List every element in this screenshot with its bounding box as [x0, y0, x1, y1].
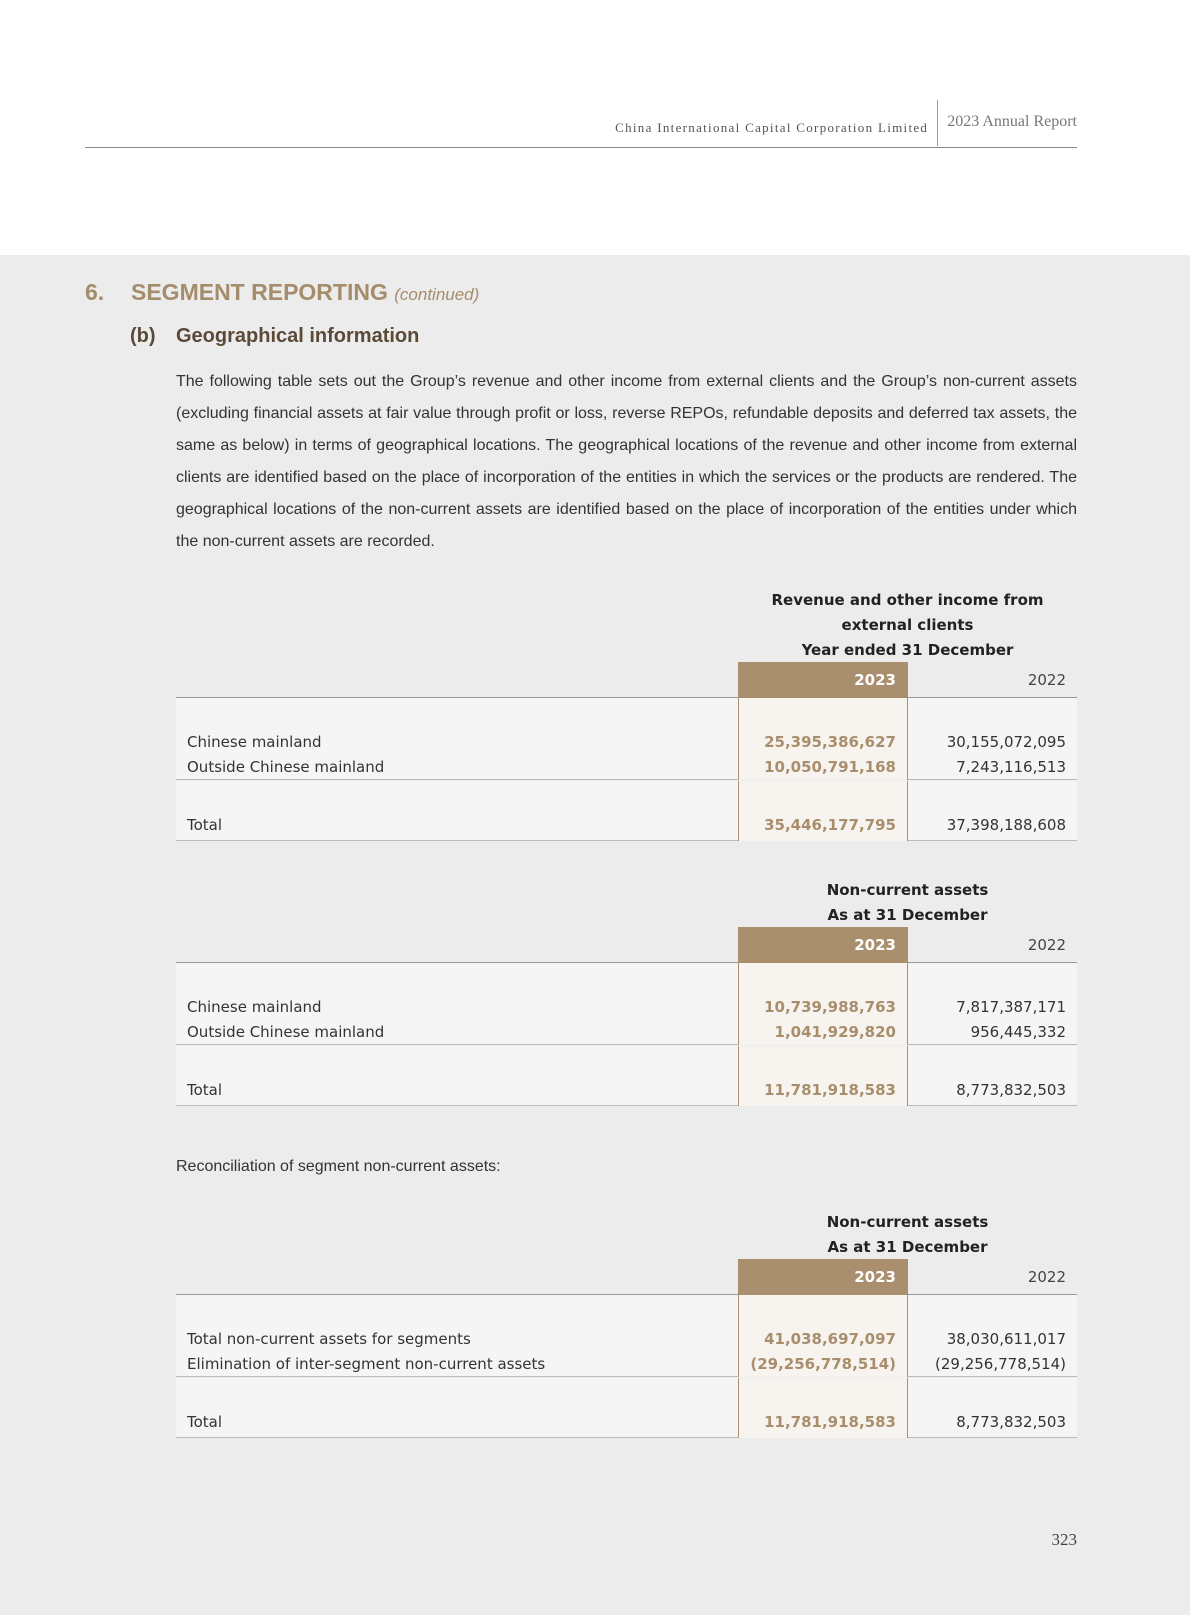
value-2022: 30,155,072,095 — [946, 733, 1066, 751]
year-header-row: 2023 2022 — [176, 662, 1077, 698]
highlight-column — [738, 1378, 908, 1438]
section-number: 6. — [85, 279, 105, 305]
row-label: Chinese mainland — [187, 998, 322, 1016]
table-heading-line: Year ended 31 December — [801, 641, 1014, 659]
total-section — [176, 781, 1077, 841]
value-2022: 956,445,332 — [970, 1023, 1066, 1041]
body-section — [176, 963, 1077, 1045]
highlight-column — [738, 781, 908, 841]
row-label: Total non-current assets for segments — [187, 1330, 471, 1348]
value-2022: 38,030,611,017 — [946, 1330, 1066, 1348]
total-section — [176, 1046, 1077, 1106]
value-2023: 25,395,386,627 — [764, 733, 896, 751]
year-2022-header: 2022 — [1027, 671, 1066, 689]
value-2023: (29,256,778,514) — [750, 1355, 896, 1373]
row-label: Chinese mainland — [187, 733, 322, 751]
total-2023: 35,446,177,795 — [764, 816, 896, 834]
header-divider — [937, 100, 939, 146]
table-heading-line: Non-current assets — [826, 1213, 989, 1231]
highlight-column — [738, 963, 908, 1045]
year-2022-header: 2022 — [1027, 1268, 1066, 1286]
highlight-column — [738, 1295, 908, 1377]
value-2023: 10,739,988,763 — [764, 998, 896, 1016]
row-label: Elimination of inter-segment non-current… — [187, 1355, 546, 1373]
table-heading-line: As at 31 December — [827, 1238, 988, 1256]
year-2022-header: 2022 — [1027, 936, 1066, 954]
table-heading-line: Revenue and other income from — [771, 591, 1044, 609]
company-name: China International Capital Corporation … — [615, 120, 929, 135]
highlight-column — [738, 1046, 908, 1106]
year-header-row: 2023 2022 — [176, 1259, 1077, 1295]
year-2023-header: 2023 — [738, 1259, 908, 1295]
subsection-title: Geographical information — [176, 325, 420, 347]
total-section — [176, 1378, 1077, 1438]
value-2023: 41,038,697,097 — [764, 1330, 896, 1348]
total-2022: 37,398,188,608 — [946, 816, 1066, 834]
table-row: Outside Chinese mainland 1,041,929,820 956… — [176, 1020, 1077, 1045]
total-label: Total — [187, 1413, 223, 1431]
total-row: Total 11,781,918,583 8,773,832,503 — [176, 1078, 1077, 1103]
reconciliation-label: Reconciliation of segment non-current as… — [176, 1158, 501, 1175]
section-heading: 6. SEGMENT REPORTING (continued) — [85, 279, 479, 306]
total-row: Total 35,446,177,795 37,398,188,608 — [176, 813, 1077, 838]
year-2023-header: 2023 — [738, 662, 908, 698]
year-2023-header: 2023 — [738, 927, 908, 963]
section-title: SEGMENT REPORTING — [131, 279, 388, 305]
page-header-area — [0, 0, 1190, 255]
header-rule — [85, 147, 1077, 148]
subsection-heading: (b) Geographical information — [130, 325, 419, 348]
total-2023: 11,781,918,583 — [764, 1413, 896, 1431]
value-2023: 10,050,791,168 — [764, 758, 896, 776]
body-section — [176, 1295, 1077, 1377]
value-2022: 7,243,116,513 — [956, 758, 1066, 776]
running-header: China International Capital Corporation … — [615, 100, 1077, 146]
highlight-column — [738, 698, 908, 780]
table-row: Total non-current assets for segments 41,… — [176, 1327, 1077, 1352]
total-2022: 8,773,832,503 — [956, 1081, 1066, 1099]
table-heading-line: Non-current assets — [826, 881, 989, 899]
continued-note: (continued) — [394, 285, 480, 304]
row-label: Outside Chinese mainland — [187, 1023, 385, 1041]
table-heading-line: As at 31 December — [827, 906, 988, 924]
body-section — [176, 698, 1077, 780]
row-label: Outside Chinese mainland — [187, 758, 385, 776]
intro-paragraph: The following table sets out the Group’s… — [176, 373, 1077, 550]
table-row: Elimination of inter-segment non-current… — [176, 1352, 1077, 1377]
page-number: 323 — [1051, 1530, 1078, 1549]
subsection-number: (b) — [130, 325, 156, 347]
total-2022: 8,773,832,503 — [956, 1413, 1066, 1431]
value-2022: (29,256,778,514) — [935, 1355, 1066, 1373]
value-2022: 7,817,387,171 — [956, 998, 1066, 1016]
value-2023: 1,041,929,820 — [774, 1023, 896, 1041]
table-row: Outside Chinese mainland 10,050,791,168 7,… — [176, 755, 1077, 780]
table-heading-line: external clients — [841, 616, 974, 634]
total-2023: 11,781,918,583 — [764, 1081, 896, 1099]
year-header-row: 2023 2022 — [176, 927, 1077, 963]
report-title: 2023 Annual Report — [947, 113, 1077, 130]
total-row: Total 11,781,918,583 8,773,832,503 — [176, 1410, 1077, 1435]
table-row: Chinese mainland 10,739,988,763 7,817,387,… — [176, 995, 1077, 1020]
table-row: Chinese mainland 25,395,386,627 30,155,072… — [176, 730, 1077, 755]
total-label: Total — [187, 1081, 223, 1099]
total-label: Total — [187, 816, 223, 834]
